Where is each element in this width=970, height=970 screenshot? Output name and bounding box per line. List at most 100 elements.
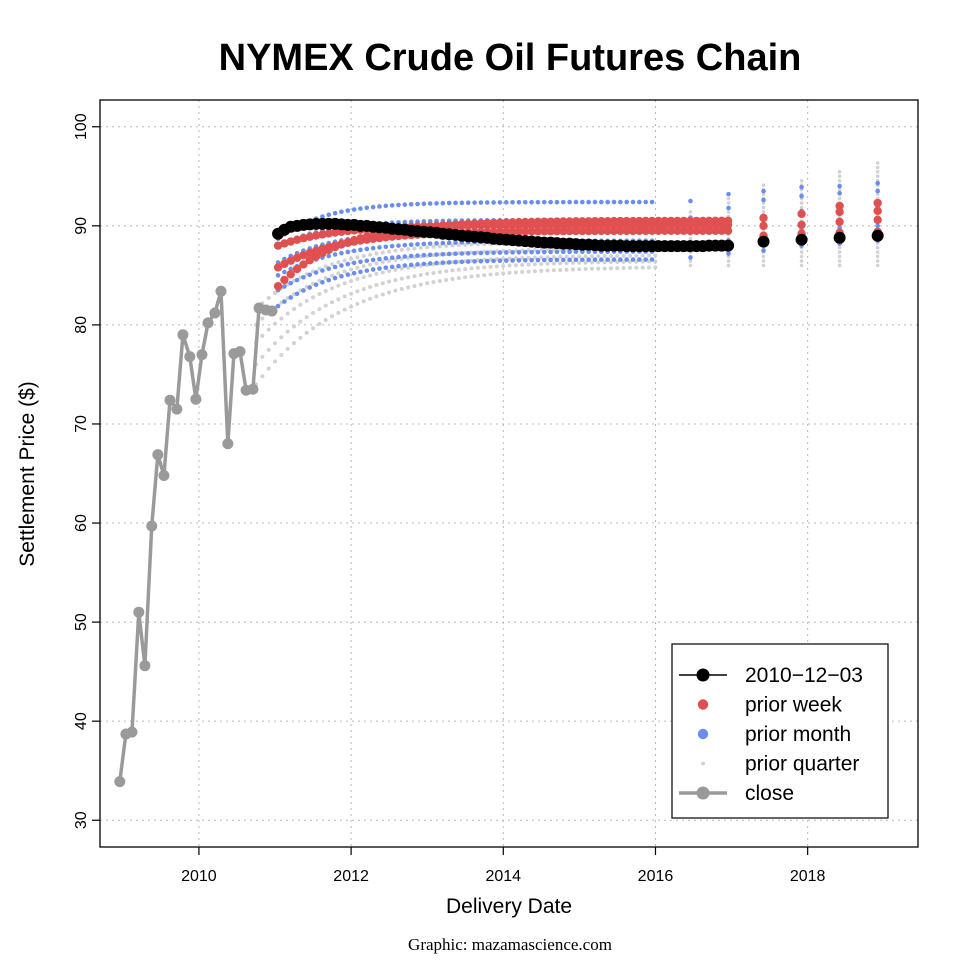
prior-quarter-point	[634, 265, 639, 270]
prior-quarter-point	[494, 271, 499, 276]
legend-label: prior week	[745, 694, 842, 717]
close-point	[177, 329, 189, 341]
prior-month-point	[560, 199, 566, 205]
prior-month-point	[421, 252, 427, 258]
prior-month-point	[459, 251, 465, 256]
prior-week-point	[368, 234, 378, 243]
prior-week-point	[635, 220, 644, 230]
prior-week-point	[527, 227, 536, 236]
prior-week-point	[597, 226, 606, 236]
close-point	[171, 403, 183, 415]
prior-week-point	[540, 227, 549, 236]
prior-quarter-point	[615, 266, 620, 271]
prior-month-point	[548, 199, 553, 205]
prior-quarter-point	[545, 261, 550, 266]
prior-month-point	[294, 291, 300, 297]
prior-month-point	[516, 250, 522, 255]
prior-month-point	[282, 269, 287, 275]
legend-key-point	[697, 699, 709, 710]
prior-month-point	[358, 269, 363, 275]
close-point	[184, 351, 196, 363]
prior-month-point	[592, 257, 598, 262]
prior-quarter-point	[342, 258, 347, 263]
prior-week-point	[546, 220, 555, 230]
y-axis-label: Settlement Price ($)	[16, 381, 39, 567]
prior-quarter-point	[837, 259, 842, 263]
prior-quarter-point	[444, 243, 449, 248]
prior-quarter-point	[380, 270, 385, 275]
prior-month-point	[351, 260, 357, 266]
prior-week-point	[723, 220, 733, 230]
prior-quarter-point	[799, 178, 804, 183]
prior-month-point	[446, 251, 452, 257]
prior-quarter-point	[279, 335, 284, 340]
prior-quarter-point	[412, 246, 417, 251]
prior-quarter-point	[608, 253, 613, 258]
prior-month-point	[383, 256, 389, 261]
close-point	[164, 394, 176, 406]
prior-quarter-point	[583, 267, 588, 271]
prior-quarter-point	[311, 295, 316, 300]
prior-quarter-point	[875, 174, 880, 179]
y-tick-label: 90	[73, 217, 90, 235]
legend-label: prior quarter	[745, 753, 859, 776]
prior-quarter-point	[418, 272, 423, 277]
prior-week-point	[286, 237, 295, 246]
prior-week-point	[679, 226, 688, 235]
prior-month-point	[497, 258, 503, 264]
prior-quarter-point	[393, 278, 398, 283]
close-point	[196, 349, 208, 361]
close-point	[202, 317, 214, 329]
prior-quarter-point	[330, 300, 335, 305]
prior-week-point	[723, 226, 733, 235]
prior-quarter-point	[444, 277, 449, 282]
prior-quarter-point	[330, 286, 335, 291]
prior-quarter-point	[615, 253, 620, 258]
prior-month-point	[301, 274, 306, 280]
prior-month-point	[440, 200, 446, 206]
prior-month-point	[313, 282, 319, 288]
prior-quarter-point	[380, 281, 385, 286]
prior-month-point	[427, 261, 433, 266]
prior-quarter-point	[406, 265, 411, 270]
prior-month-point	[618, 257, 623, 262]
prior-quarter-point	[323, 303, 328, 308]
prior-week-point	[666, 226, 676, 236]
prior-week-point	[647, 220, 657, 230]
prior-month-point	[396, 254, 401, 260]
prior-quarter-point	[387, 249, 392, 254]
prior-quarter-point	[837, 170, 842, 174]
latest-point	[795, 233, 808, 246]
prior-week-point	[571, 220, 581, 230]
prior-quarter-point	[545, 268, 550, 273]
prior-month-point	[688, 255, 693, 260]
prior-week-point	[590, 226, 600, 236]
prior-quarter-point	[399, 276, 404, 281]
prior-month-point	[370, 245, 376, 251]
prior-week-point	[559, 226, 568, 236]
prior-week-point	[286, 256, 295, 265]
prior-quarter-point	[688, 263, 693, 268]
prior-week-point	[292, 264, 302, 274]
prior-quarter-point	[646, 265, 651, 270]
prior-quarter-point	[501, 271, 506, 276]
prior-month-point	[383, 265, 389, 270]
prior-month-point	[453, 240, 458, 245]
prior-quarter-point	[577, 267, 582, 272]
prior-month-point	[726, 191, 731, 197]
prior-quarter-point	[799, 250, 804, 254]
prior-quarter-point	[330, 314, 335, 319]
prior-week-point	[654, 226, 663, 236]
prior-quarter-point	[361, 275, 366, 280]
prior-month-point	[535, 257, 541, 263]
prior-quarter-point	[273, 290, 278, 295]
prior-week-point	[318, 244, 327, 253]
prior-month-point	[358, 247, 363, 253]
prior-month-point	[624, 199, 629, 205]
prior-quarter-point	[456, 267, 461, 272]
prior-month-point	[541, 199, 547, 205]
prior-quarter-point	[266, 366, 271, 371]
prior-month-point	[611, 199, 617, 205]
prior-quarter-point	[875, 170, 880, 174]
prior-quarter-point	[374, 283, 379, 288]
